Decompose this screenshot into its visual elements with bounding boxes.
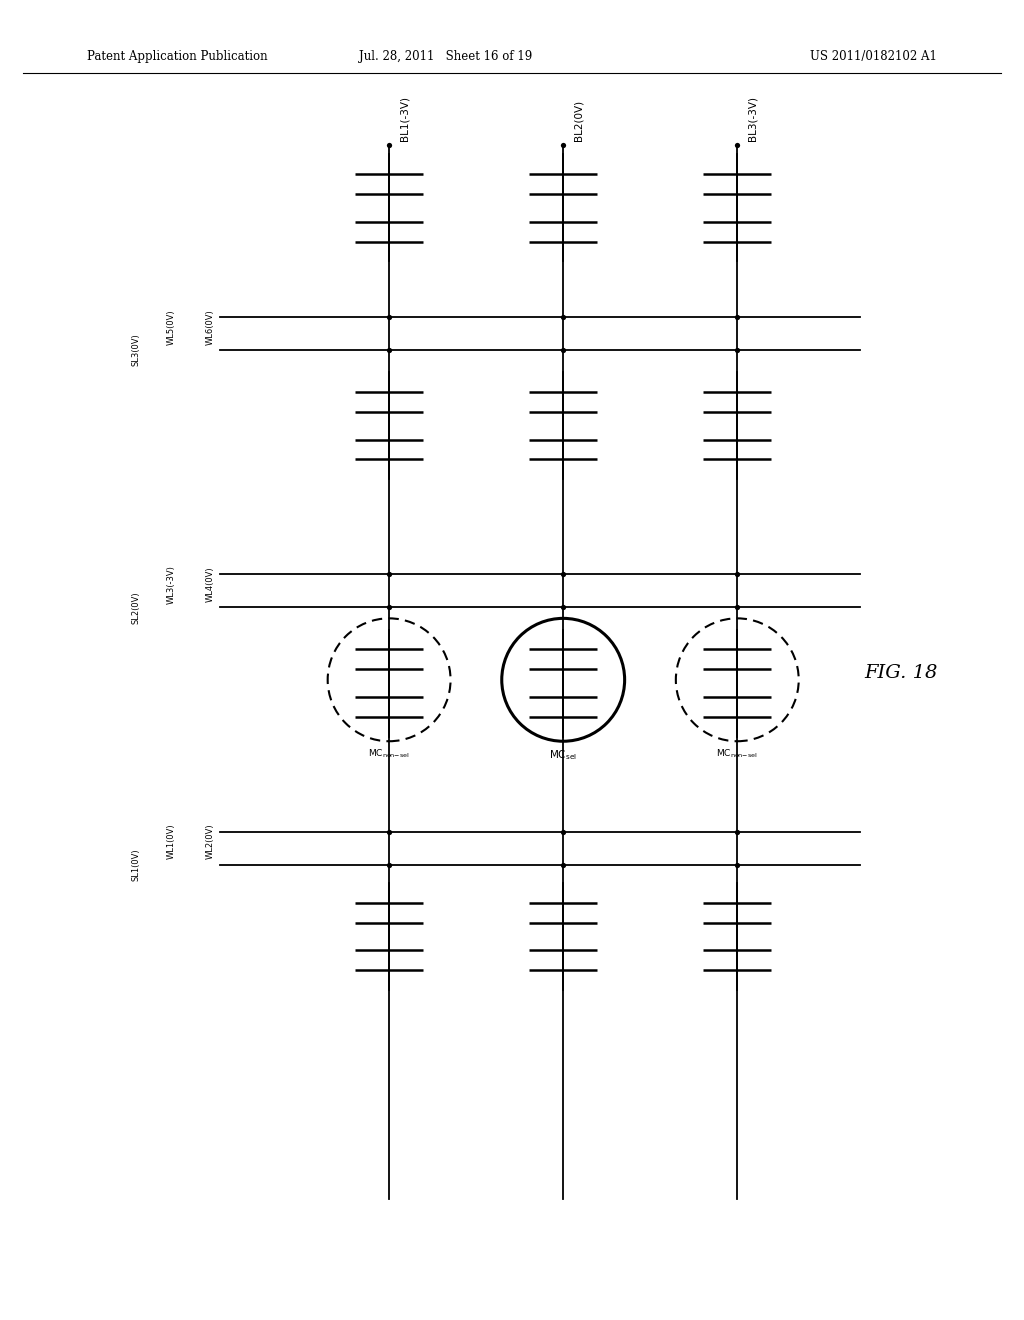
Text: MC$_{\rm sel}$: MC$_{\rm sel}$ [549, 748, 578, 762]
Text: SL1(0V): SL1(0V) [132, 849, 140, 880]
Text: WL3(-3V): WL3(-3V) [167, 565, 175, 603]
Text: MC$_{\rm non\mathregular{-}sel}$: MC$_{\rm non\mathregular{-}sel}$ [369, 748, 410, 760]
Text: SL3(0V): SL3(0V) [132, 334, 140, 366]
Text: WL2(0V): WL2(0V) [206, 824, 214, 859]
Text: WL6(0V): WL6(0V) [206, 309, 214, 345]
Text: BL3(-3V): BL3(-3V) [748, 96, 758, 141]
Text: BL2(0V): BL2(0V) [573, 100, 584, 141]
Text: Patent Application Publication: Patent Application Publication [87, 50, 267, 63]
Text: WL5(0V): WL5(0V) [167, 309, 175, 345]
Text: MC$_{\rm non\mathregular{-}sel}$: MC$_{\rm non\mathregular{-}sel}$ [717, 748, 758, 760]
Text: FIG. 18: FIG. 18 [864, 664, 938, 682]
Text: SL2(0V): SL2(0V) [132, 591, 140, 623]
Text: BL1(-3V): BL1(-3V) [399, 96, 410, 141]
Text: Jul. 28, 2011   Sheet 16 of 19: Jul. 28, 2011 Sheet 16 of 19 [358, 50, 532, 63]
Text: US 2011/0182102 A1: US 2011/0182102 A1 [810, 50, 937, 63]
Text: WL1(0V): WL1(0V) [167, 824, 175, 859]
Text: WL4(0V): WL4(0V) [206, 566, 214, 602]
